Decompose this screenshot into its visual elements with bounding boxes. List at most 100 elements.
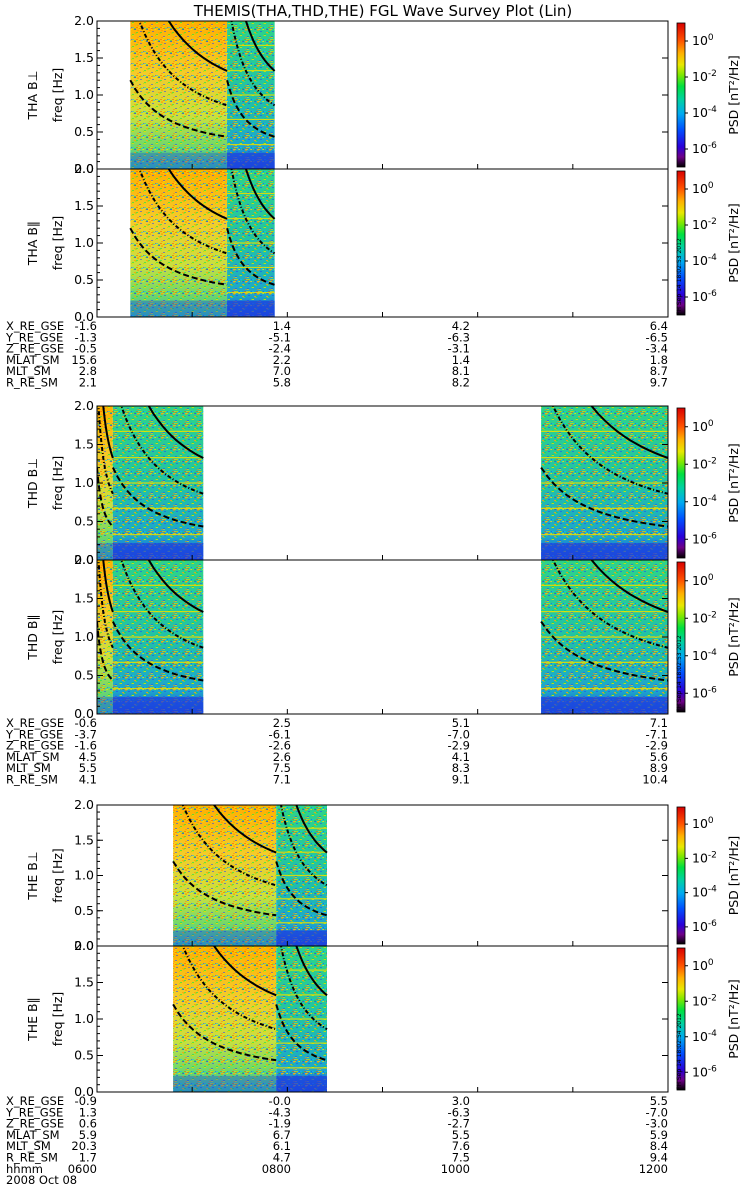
orbit-value: -2.9 [646,739,668,753]
orbit-value: 7.1 [273,773,291,787]
orbit-row-label: MLT_SM [6,364,51,378]
orbit-value: 7.0 [273,364,291,378]
panel-label: THE B∥ [25,997,40,1042]
gyrofrequency-curve [244,21,276,72]
colorbar: 100 10-2 10-4 10-6 PSD [nT²/Hz] [676,561,741,713]
orbit-table-thd: X_RE_GSE -0.6 2.5 5.1 7.1 Y_RE_GSE -3.7 -6.1 -7.… [5,716,668,787]
orbit-value: 6.7 [273,1128,291,1142]
spectrogram-noise [130,21,228,169]
gyrofrequency-curve [129,79,228,138]
low-frequency-band [227,300,275,317]
orbit-row-label: Y_RE_GSE [5,330,63,344]
orbit-value: 1.3 [79,1105,97,1119]
colorbar-tick-label: 10-2 [692,69,717,84]
gyrofrequency-curve [212,805,277,854]
colorbar-tick-label: 100 [692,816,714,831]
y-axis-label: freq [Hz] [50,848,65,903]
spectrogram-panel-thd-par: 0.0 0.5 1.0 1.5 2.0 THD B∥ freq [Hz] 100 10-2 10-… [25,552,741,721]
low-frequency-band [112,697,204,714]
colorbar-tick-label: 100 [692,958,714,973]
orbit-value: 9.7 [650,376,668,390]
y-tick-label: 0.5 [74,903,94,918]
y-tick-label: 2.0 [74,552,94,567]
panel-label: THA B⊥ [25,70,40,120]
y-tick-label: 1.5 [74,832,94,847]
time-tick-label: 0600 [68,1162,97,1176]
gyrofrequency-curve [181,805,277,887]
colorbar-tick-label: 10-4 [692,1029,717,1044]
colorbar-gradient [676,22,686,168]
orbit-value: 8.2 [452,376,470,390]
low-frequency-band [227,152,275,169]
spectrogram-panel-tha-par: 0.0 0.5 1.0 1.5 2.0 THA B∥ freq [Hz] 100 10-2 10-… [25,161,741,324]
y-tick-label: 1.5 [74,975,94,990]
gyrofrequency-curve [181,946,277,1031]
colorbar-tick-label: 10-6 [692,685,717,700]
orbit-value: -2.6 [269,739,291,753]
orbit-value: 7.6 [452,1139,470,1153]
orbit-value: 2.8 [79,364,97,378]
gyrofrequency-curve [97,467,114,528]
low-frequency-band [541,543,668,560]
probe-tha: 0.0 0.5 1.0 1.5 2.0 THA B⊥ freq [Hz] 100 10-2 10-… [5,13,741,390]
gyrofrequency-curve [102,560,114,613]
orbit-value: 7.5 [273,761,291,775]
orbit-value: 8.7 [650,364,668,378]
colorbar: 100 10-2 10-4 10-6 PSD [nT²/Hz] [676,947,741,1091]
gyrofrequency-curve [172,860,277,917]
low-frequency-band [173,930,277,946]
colorbar-tick-label: 100 [692,419,714,434]
orbit-row-label: Y_RE_GSE [5,1105,63,1119]
orbit-value: 20.3 [71,1139,97,1153]
probe-the: 0.0 0.5 1.0 1.5 2.0 THE B⊥ freq [Hz] 100 10-2 10-… [5,797,741,1187]
probe-thd: 0.0 0.5 1.0 1.5 2.0 THD B⊥ freq [Hz] 100 10-2 10-… [5,398,741,787]
colorbar-tick-label: 10-4 [692,105,717,120]
colorbar-gradient [676,407,686,559]
y-tick-label: 0.5 [74,514,94,529]
gyrofrequency-curve [167,169,228,220]
colorbar-tick-label: 10-2 [692,456,717,471]
y-tick-label: 2.0 [74,161,94,176]
orbit-value: 8.4 [650,1139,668,1153]
orbit-value: -2.4 [269,342,291,356]
colorbar-tick-label: 10-6 [692,141,717,156]
low-frequency-band [276,1075,327,1092]
orbit-value: -7.0 [448,727,470,741]
gyrofrequency-curve [279,946,328,1031]
orbit-value: -3.4 [646,342,668,356]
orbit-value: -6.1 [269,727,291,741]
spectrogram-panel-the-par: 0.0 0.5 1.0 1.5 2.0 THE B∥ freq [Hz] 100 10-2 10-… [25,938,741,1099]
orbit-value: 2.5 [273,716,291,730]
colorbar-tick-label: 10-4 [692,253,717,268]
low-frequency-band [276,930,327,946]
colorbar-tick-label: 10-6 [692,919,717,934]
y-tick-label: 1.0 [74,629,94,644]
gyrofrequency-curve [138,21,228,107]
y-tick-label: 0.0 [74,161,94,176]
orbit-table-the: X_RE_GSE -0.9 -0.0 3.0 5.5 Y_RE_GSE 1.3 -4.3 -6.… [5,1094,668,1187]
orbit-value: -0.0 [269,1094,291,1108]
y-tick-label: 1.5 [74,50,94,65]
y-axis-label: freq [Hz] [50,610,65,665]
y-tick-label: 1.5 [74,198,94,213]
y-tick-label: 2.0 [74,13,94,28]
orbit-row-label: R_RE_SM [6,773,58,787]
orbit-row-label: X_RE_GSE [6,319,64,333]
y-tick-label: 1.0 [74,235,94,250]
orbit-value: 5.5 [452,1128,470,1142]
orbit-value: -7.1 [646,727,668,741]
y-axis-label: freq [Hz] [50,216,65,271]
orbit-row-label: R_RE_SM [6,1151,58,1165]
orbit-value: -7.0 [646,1105,668,1119]
orbit-table-tha: X_RE_GSE -1.6 1.4 4.2 6.4 Y_RE_GSE -1.3 -5.1 -6.… [5,319,668,390]
colorbar: 100 10-2 10-4 10-6 PSD [nT²/Hz] [676,22,741,168]
time-tick-label: 0800 [262,1162,291,1176]
orbit-value: 5.6 [650,750,668,764]
gyrofrequency-curve [212,946,277,997]
y-tick-label: 0.0 [74,706,94,721]
spectrogram-panel-thd-perp: 0.0 0.5 1.0 1.5 2.0 THD B⊥ freq [Hz] 100 10-2 10-… [25,398,741,567]
gyrofrequency-curve [295,946,328,997]
gyrofrequency-curve [551,560,668,649]
orbit-value: 1.4 [273,319,291,333]
orbit-row-label: MLAT_SM [6,750,60,764]
